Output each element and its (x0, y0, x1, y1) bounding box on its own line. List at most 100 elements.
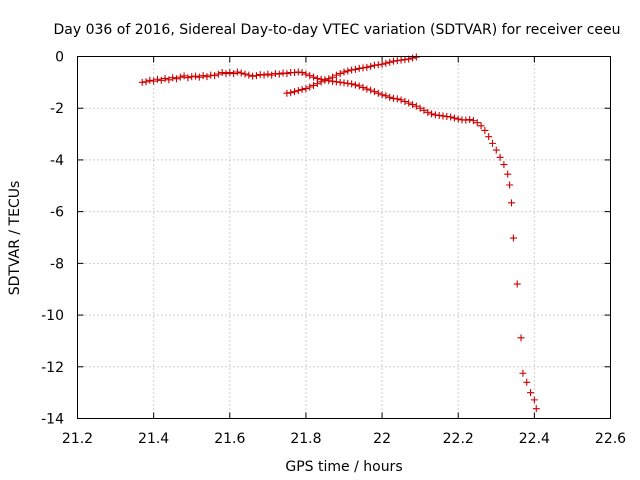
data-point (306, 83, 314, 91)
data-point (268, 71, 276, 79)
data-point (176, 73, 184, 81)
data-point (370, 88, 378, 96)
data-point (508, 199, 516, 207)
y-tick-label: -12 (41, 360, 64, 376)
data-point (161, 74, 169, 82)
data-point (192, 72, 200, 80)
data-point (252, 72, 260, 80)
data-point (150, 77, 158, 85)
x-axis-label: GPS time / hours (285, 459, 402, 475)
data-point (203, 73, 211, 81)
data-point (211, 72, 219, 80)
data-point (260, 71, 268, 79)
data-point (527, 389, 535, 397)
data-point (450, 114, 458, 122)
data-point (523, 378, 531, 386)
data-point (473, 119, 481, 127)
data-point (336, 70, 344, 78)
x-tick-label: 21.6 (214, 431, 245, 447)
data-point (500, 161, 508, 169)
data-point (264, 70, 272, 78)
data-point (504, 170, 512, 178)
y-tick-labels: 0 -2 -4 -6 -8 -10 -12 -14 (41, 50, 64, 428)
data-point (519, 369, 527, 377)
data-point (363, 63, 371, 71)
x-tick-label: 22.6 (595, 431, 626, 447)
data-point (405, 99, 413, 107)
x-tick-label: 21.2 (62, 431, 93, 447)
data-point (146, 76, 154, 84)
data-point (348, 80, 356, 88)
data-point (153, 75, 161, 83)
y-tick-label: -4 (50, 153, 64, 169)
data-point (298, 69, 306, 77)
data-point (393, 95, 401, 103)
data-point (409, 101, 417, 109)
data-point (424, 108, 432, 116)
y-tick-label: -10 (41, 308, 64, 324)
data-point (165, 76, 173, 84)
data-point (230, 70, 238, 78)
data-point (378, 60, 386, 68)
x-tick-label: 22 (373, 431, 391, 447)
data-point (157, 76, 165, 84)
data-point (466, 116, 474, 124)
data-point (517, 334, 525, 342)
data-point (195, 73, 203, 81)
data-point (233, 68, 241, 76)
data-point (245, 71, 253, 79)
data-point (496, 153, 504, 161)
data-point (180, 72, 188, 80)
data-point (329, 73, 337, 81)
data-point (294, 87, 302, 95)
data-point (412, 53, 420, 61)
data-point (469, 117, 477, 125)
data-point (513, 280, 521, 288)
y-tick-label: 0 (55, 50, 64, 66)
y-tick-label: -6 (50, 205, 64, 221)
data-point (214, 70, 222, 78)
data-point (313, 80, 321, 88)
data-point (351, 81, 359, 89)
data-point (298, 86, 306, 94)
chart-title: Day 036 of 2016, Sidereal Day-to-day VTE… (53, 22, 620, 38)
data-point (409, 54, 417, 62)
data-point (275, 70, 283, 78)
data-point (332, 71, 340, 79)
data-point (142, 78, 150, 86)
data-point (351, 65, 359, 73)
y-tick-label: -2 (50, 101, 64, 117)
data-point (492, 146, 500, 154)
data-point (428, 110, 436, 118)
axis-ticks (77, 56, 611, 419)
data-point (506, 181, 514, 189)
y-tick-label: -8 (50, 256, 64, 272)
data-point (325, 75, 333, 83)
data-point (283, 70, 291, 78)
data-point (241, 70, 249, 78)
data-point (382, 59, 390, 67)
data-point (287, 89, 295, 97)
data-point (321, 76, 329, 84)
data-point (485, 133, 493, 141)
data-point (532, 405, 540, 413)
data-point (386, 58, 394, 66)
y-axis-label: SDTVAR / TECUs (7, 181, 23, 296)
data-point (416, 104, 424, 112)
data-point (237, 69, 245, 77)
x-tick-label: 21.4 (138, 431, 169, 447)
data-point (199, 72, 207, 80)
data-point (172, 75, 180, 83)
data-point (477, 122, 485, 130)
x-tick-labels: 21.2 21.4 21.6 21.8 22 22.2 22.4 22.6 (62, 431, 626, 447)
data-point (382, 92, 390, 100)
data-point (226, 69, 234, 77)
data-point (218, 69, 226, 77)
data-point (355, 82, 363, 90)
data-point (367, 62, 375, 70)
plot-frame (77, 56, 611, 419)
data-point (169, 74, 177, 82)
data-point (412, 102, 420, 110)
data-point (488, 139, 496, 147)
